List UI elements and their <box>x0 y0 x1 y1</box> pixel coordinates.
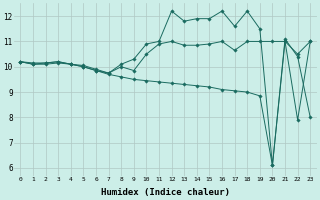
X-axis label: Humidex (Indice chaleur): Humidex (Indice chaleur) <box>101 188 230 197</box>
